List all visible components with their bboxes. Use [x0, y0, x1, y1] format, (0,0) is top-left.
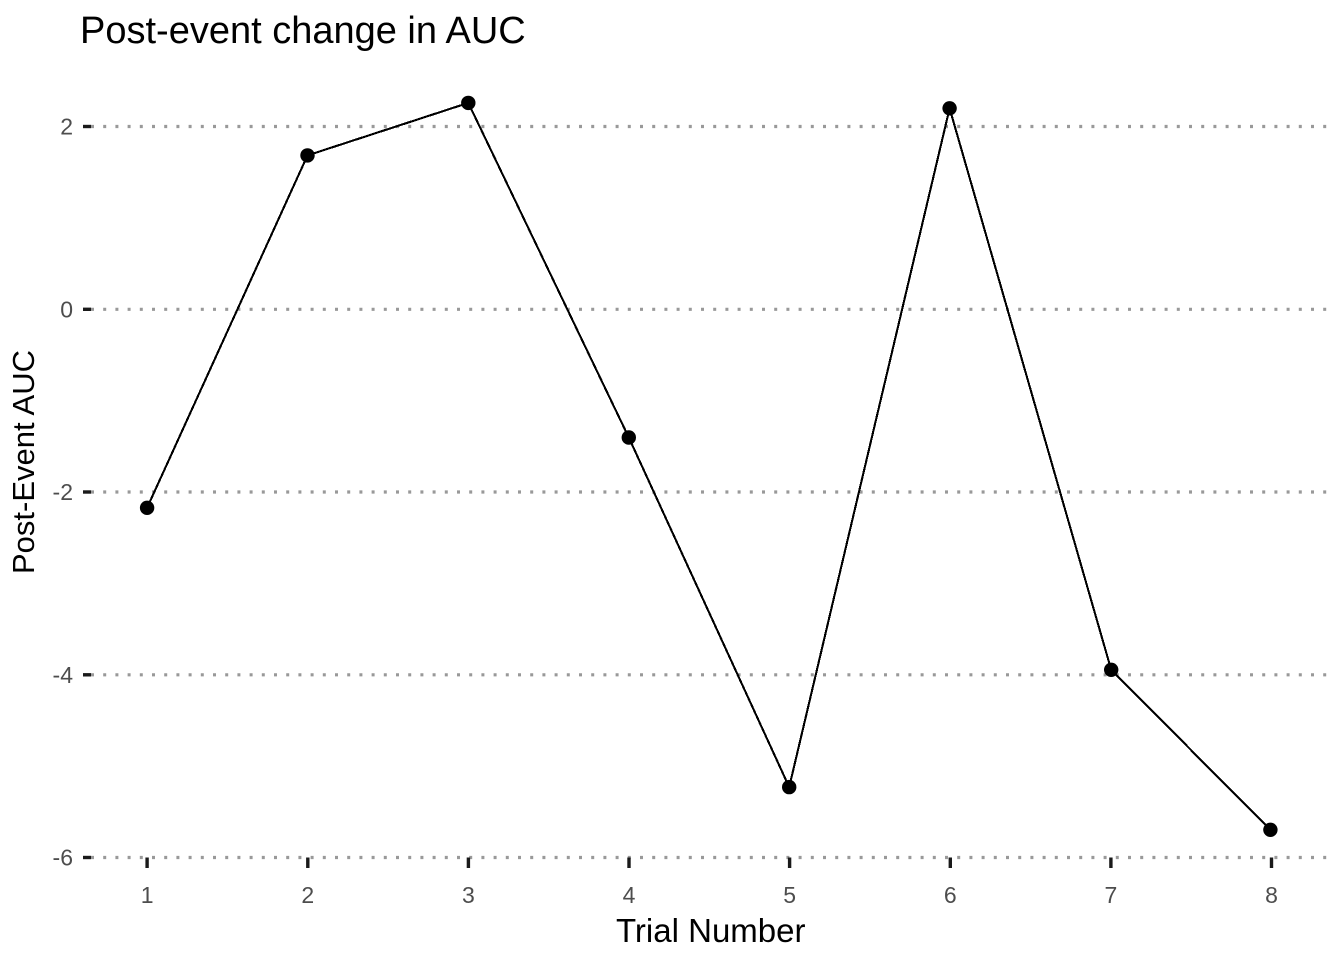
svg-text:4: 4: [623, 882, 636, 908]
svg-text:-4: -4: [53, 662, 74, 688]
svg-text:2: 2: [301, 882, 314, 908]
svg-text:2: 2: [60, 114, 73, 140]
svg-text:8: 8: [1265, 882, 1278, 908]
svg-text:-2: -2: [53, 479, 73, 505]
svg-text:6: 6: [944, 882, 957, 908]
svg-text:3: 3: [462, 882, 475, 908]
svg-text:7: 7: [1105, 882, 1118, 908]
svg-text:1: 1: [141, 882, 154, 908]
svg-text:-6: -6: [53, 845, 73, 871]
svg-text:5: 5: [783, 882, 796, 908]
svg-text:0: 0: [60, 296, 73, 322]
